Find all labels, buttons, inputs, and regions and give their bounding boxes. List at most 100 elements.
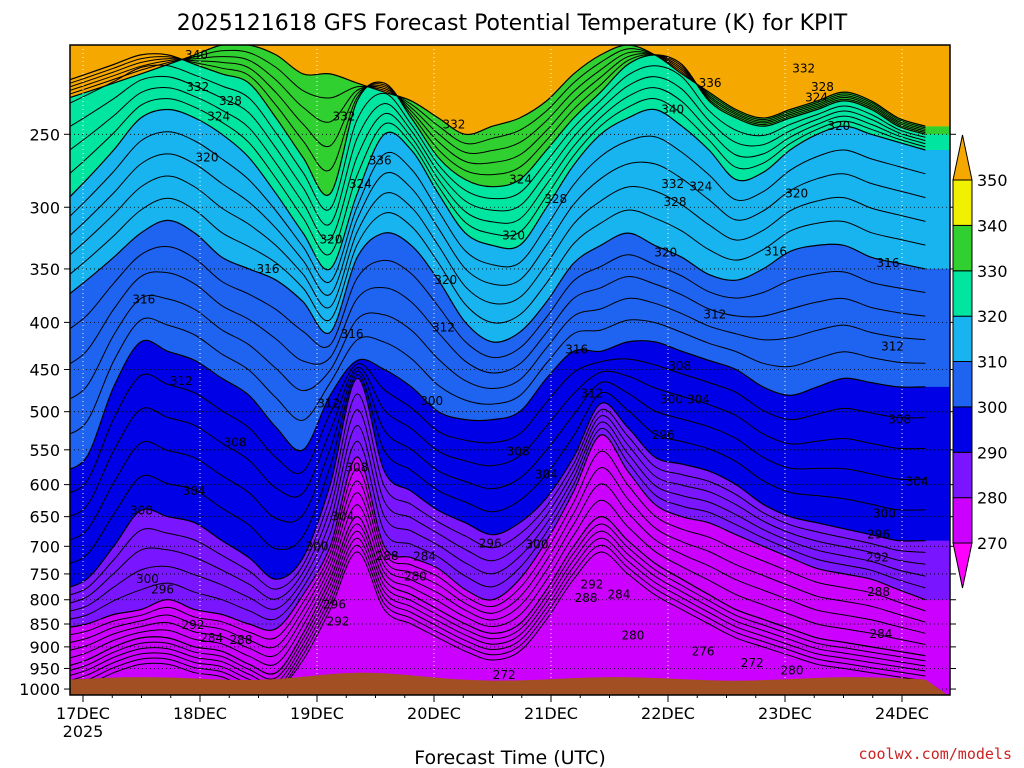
contour-label-276: 276: [692, 644, 715, 658]
isentrope-line: [70, 523, 926, 680]
contour-label-288: 288: [230, 633, 253, 647]
isentrope-line: [70, 367, 926, 517]
contour-label-292: 292: [866, 551, 889, 565]
isentrope-line: [70, 483, 926, 658]
colorbar-label-290: 290: [977, 443, 1008, 462]
colorbar-segment: [952, 361, 973, 408]
contour-label-296: 296: [479, 536, 502, 550]
contour-label-300: 300: [136, 572, 159, 586]
isentrope-line: [70, 271, 926, 374]
contour-label-288: 288: [376, 549, 399, 563]
isentrope-line: [70, 246, 926, 359]
colorbar-label-350: 350: [977, 171, 1008, 190]
y-tick-label-250: 250: [29, 125, 60, 144]
y-tick-label-1000: 1000: [19, 680, 60, 699]
isentrope-line: [70, 544, 926, 693]
isentrope-line: [70, 153, 926, 296]
contour-label-324: 324: [689, 180, 712, 194]
isentrope-line: [70, 175, 926, 309]
contour-label-320: 320: [196, 151, 219, 165]
contour-label-308: 308: [507, 444, 530, 458]
contour-label-320: 320: [502, 229, 525, 243]
isentrope-line: [70, 467, 926, 649]
contour-label-280: 280: [404, 570, 427, 584]
contour-label-292: 292: [182, 618, 205, 632]
contour-label-308: 308: [668, 359, 691, 373]
contour-label-296: 296: [323, 598, 346, 612]
isentrope-line: [70, 317, 926, 435]
contour-label-336: 336: [369, 154, 392, 168]
contour-label-280: 280: [781, 664, 804, 678]
contour-label-300: 300: [660, 393, 683, 407]
contour-label-336: 336: [699, 76, 722, 90]
colorbar-segment: [952, 224, 973, 272]
contour-label-316: 316: [256, 262, 279, 276]
contour-label-304: 304: [687, 393, 710, 407]
colorbar: 270 280 290 300 310 320 330 340 350: [952, 134, 1008, 589]
isentrope-line-350: [70, 45, 926, 136]
colorbar-segment: [952, 451, 973, 499]
y-tick-label-750: 750: [29, 565, 60, 584]
y-tick-label-300: 300: [29, 198, 60, 217]
isentrope-line: [70, 64, 926, 211]
contour-label-308: 308: [130, 504, 153, 518]
colorbar-label-280: 280: [977, 489, 1008, 508]
contour-label-316: 316: [341, 327, 364, 341]
contour-label-300: 300: [306, 539, 329, 553]
contour-label-312: 312: [580, 387, 603, 401]
isentrope-line: [70, 370, 926, 541]
contour-label-284: 284: [869, 627, 892, 641]
contour-label-308: 308: [224, 436, 247, 450]
contour-label-304: 304: [183, 484, 206, 498]
contour-label-312: 312: [432, 320, 455, 334]
isentrope-line-280: [70, 516, 926, 675]
y-tick-label-850: 850: [29, 615, 60, 634]
y-axis: 250 300 350 400 450 500 550 600 650 700 750 800 850 9…: [19, 125, 956, 699]
x-tick-label-17DEC: 17DEC: [56, 704, 110, 723]
isentrope-line: [70, 294, 926, 400]
contour-label-320: 320: [434, 273, 457, 287]
colorbar-segment: [952, 270, 973, 317]
y-tick-label-700: 700: [29, 537, 60, 556]
contour-label-296: 296: [652, 428, 675, 442]
contour-label-296: 296: [867, 528, 890, 542]
isentrope-line: [70, 131, 926, 284]
contour-label-320: 320: [827, 119, 850, 133]
y-tick-label-500: 500: [29, 403, 60, 422]
x-tick-label-21DEC: 21DEC: [524, 704, 578, 723]
contour-label-328: 328: [811, 80, 834, 94]
contour-label-304: 304: [535, 468, 558, 482]
isentrope-line: [70, 48, 926, 145]
x-year-label: 2025: [63, 722, 104, 741]
y-tick-label-950: 950: [29, 660, 60, 679]
contour-label-312: 312: [881, 340, 904, 354]
contour-label-320: 320: [654, 246, 677, 260]
isentrope-line: [70, 374, 926, 564]
isentrope-line-290: [70, 434, 926, 631]
colorbar-extend-top: [952, 134, 973, 181]
colorbar-segment: [952, 315, 973, 363]
chart-title: 2025121618 GFS Forecast Potential Temper…: [177, 11, 848, 36]
contour-label-332: 332: [792, 61, 815, 75]
contour-label-296: 296: [151, 583, 174, 597]
isentrope-line-320: [70, 219, 926, 343]
isentrope-line: [70, 409, 926, 604]
isentrope-line: [70, 97, 926, 256]
contour-label-312: 312: [170, 374, 193, 388]
x-axis: 17DEC 18DEC 19DEC 20DEC 21DEC 22DEC 23DEC 24DEC…: [56, 695, 929, 741]
x-tick-label-22DEC: 22DEC: [641, 704, 695, 723]
isentrope-line-330: [70, 108, 926, 271]
isentrope-line: [70, 75, 926, 226]
isentrope-line: [70, 450, 926, 640]
isentrope-line: [70, 53, 926, 165]
y-tick-label-800: 800: [29, 591, 60, 610]
contour-label-324: 324: [509, 173, 532, 187]
colorbar-label-320: 320: [977, 307, 1008, 326]
contour-label-316: 316: [764, 244, 787, 258]
isentrope-line: [70, 197, 926, 324]
contour-label-292: 292: [580, 578, 603, 592]
contour-label-328: 328: [219, 94, 242, 108]
contour-label-312: 312: [703, 307, 726, 321]
